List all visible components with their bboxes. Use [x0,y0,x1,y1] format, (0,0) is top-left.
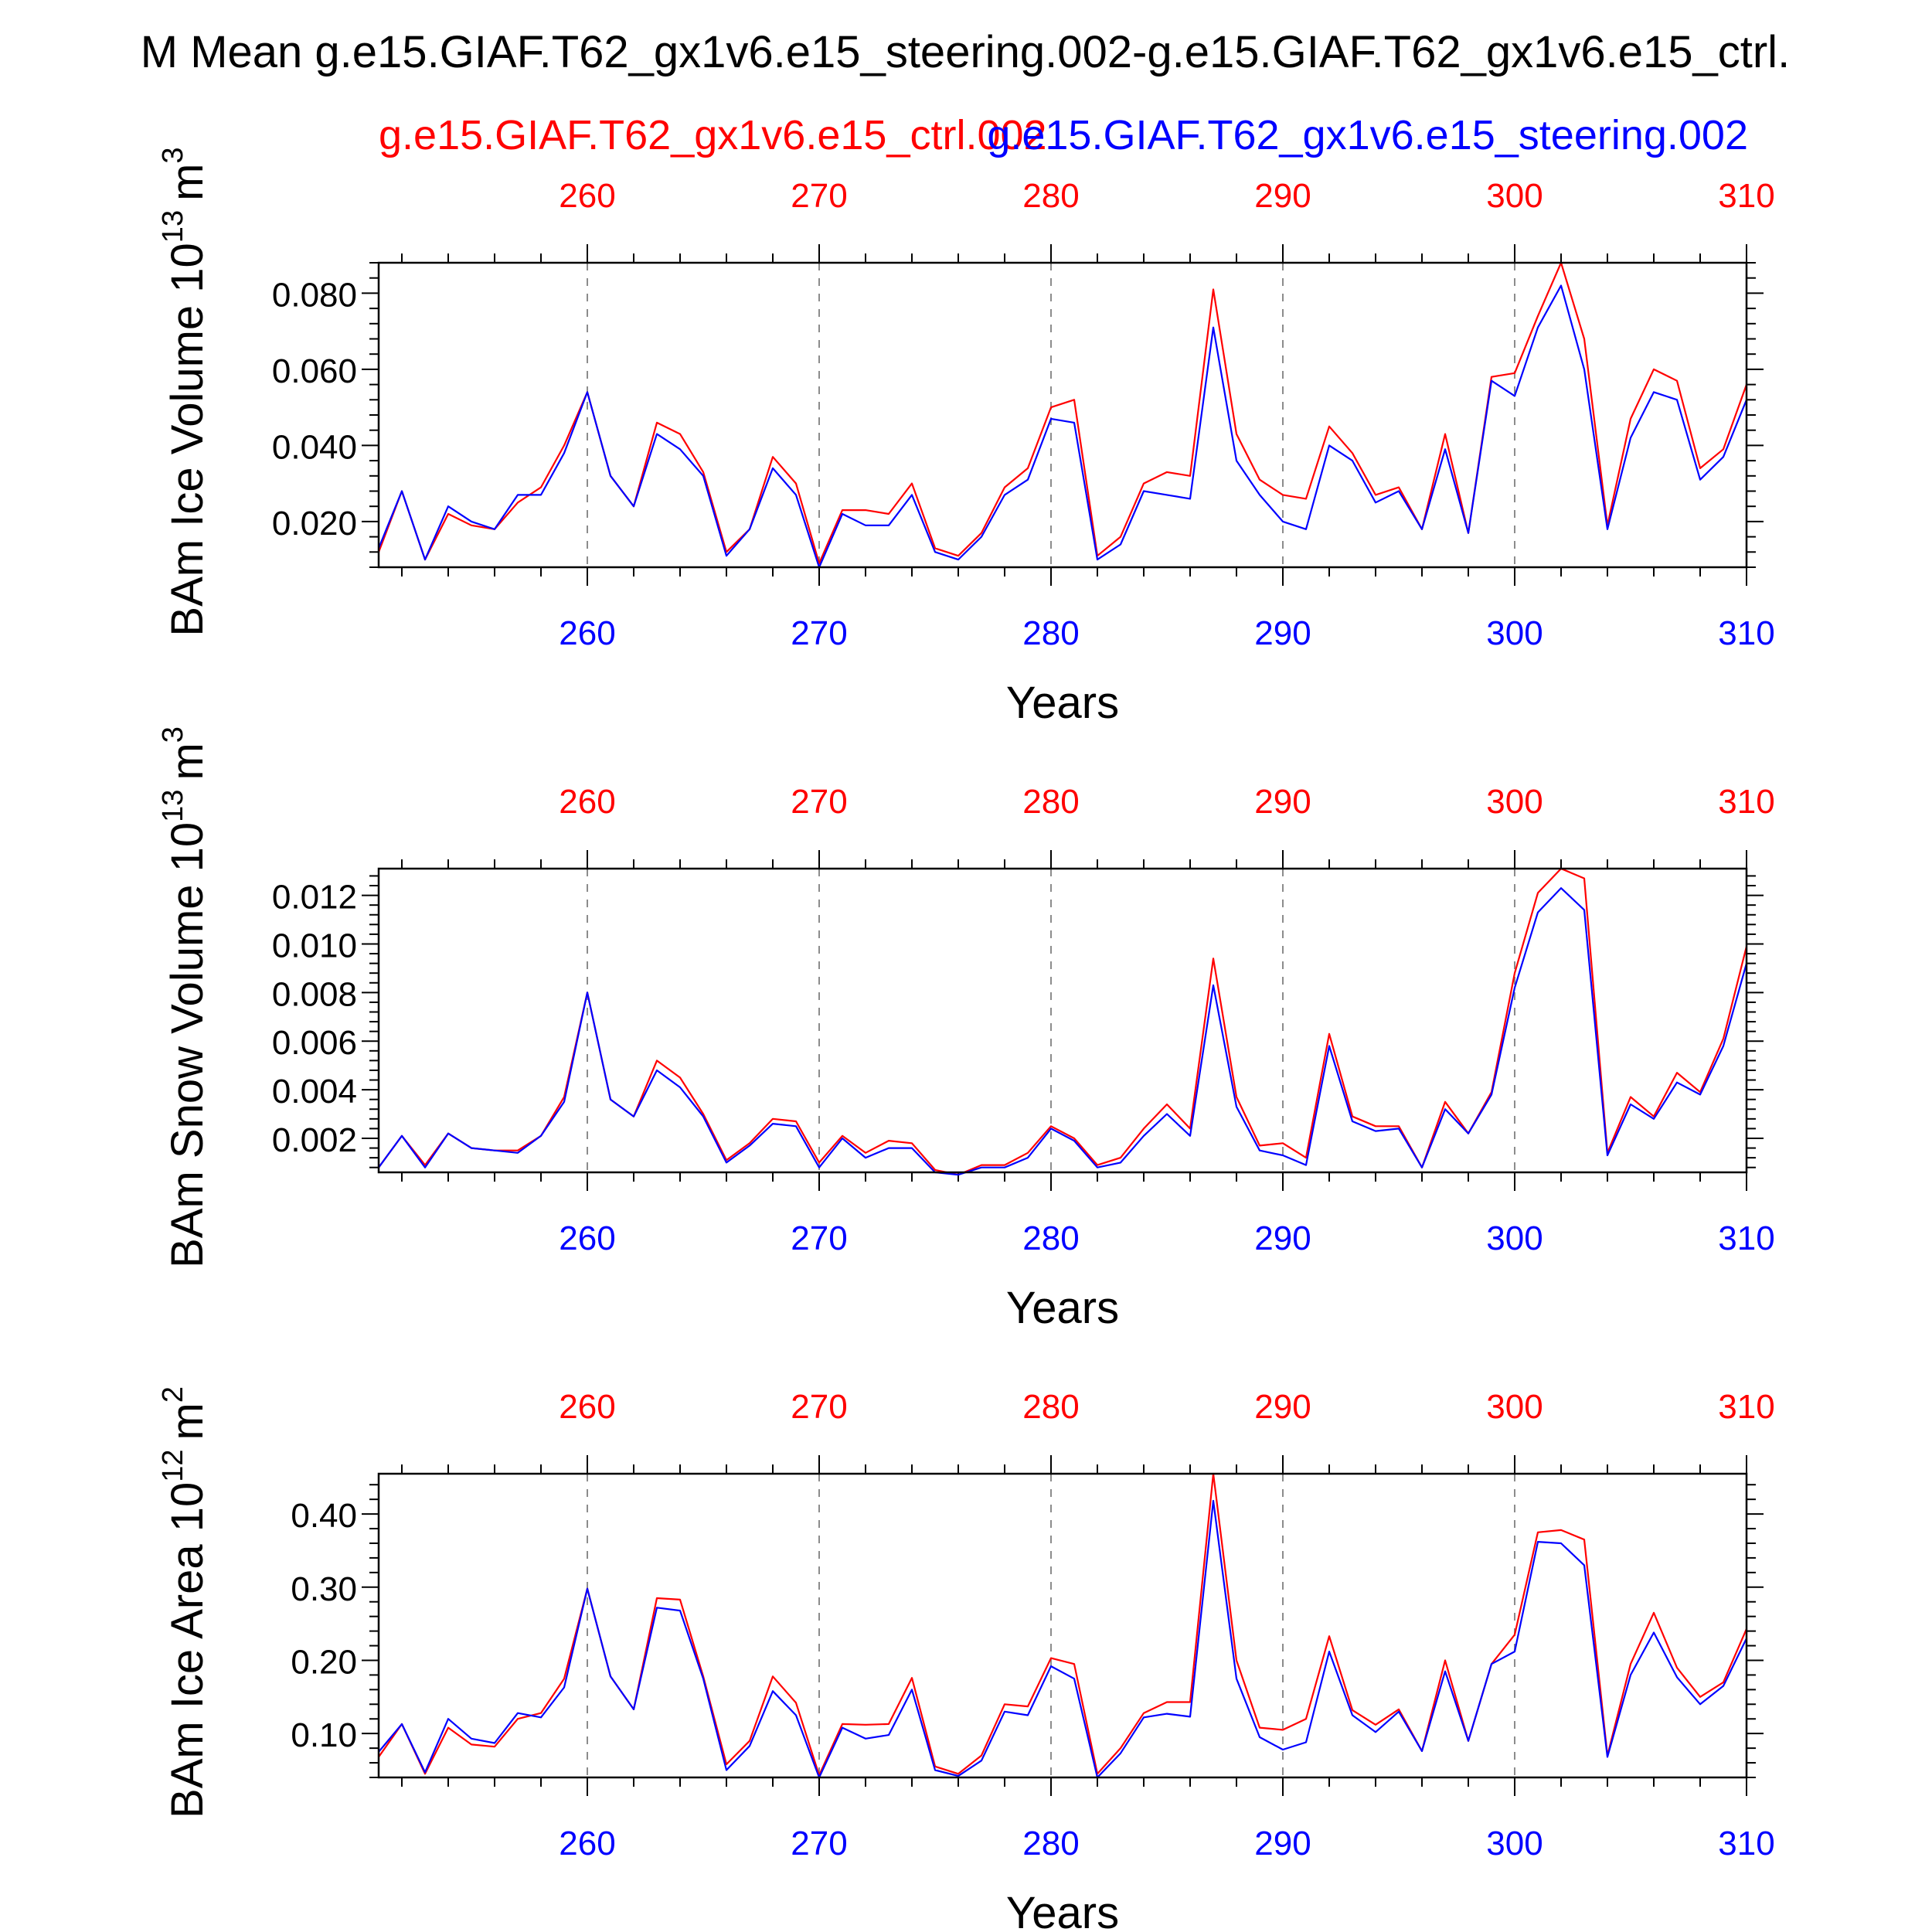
x-tick-label-bottom: 260 [559,1825,615,1862]
y-axis-label-unit-exponent: 3 [157,726,189,743]
y-tick-label: 0.080 [272,276,357,314]
x-tick-label-top: 300 [1486,783,1543,821]
x-tick-label-bottom: 290 [1254,1219,1311,1257]
legend-ctrl-label: g.e15.GIAF.T62_gx1v6.e15_ctrl.002 [379,112,1047,158]
x-tick-label-top: 300 [1486,1388,1543,1426]
y-tick-label: 0.004 [272,1073,357,1111]
y-tick-label: 0.012 [272,879,357,917]
y-axis-label-unit: m [162,164,213,201]
y-axis-label-unit: m [162,1403,213,1440]
x-tick-label-bottom: 310 [1718,1219,1774,1257]
x-tick-label-bottom: 300 [1486,614,1543,652]
x-tick-label-bottom: 280 [1022,1219,1079,1257]
y-axis-label-unit: m [162,743,213,780]
series-line-steering [378,1499,1747,1779]
y-axis-label-exponent: 13 [157,210,189,243]
series-line-ctrl [378,867,1748,1176]
y-axis-label-unit-exponent: 3 [157,147,189,163]
plot-frame [377,261,1748,569]
x-tick-label-bottom: 270 [791,1219,847,1257]
x-tick-label-top: 290 [1254,1388,1311,1426]
y-axis-label-exponent: 12 [157,1449,189,1481]
x-tick-label-bottom: 290 [1254,1825,1311,1862]
x-tick-label-top: 280 [1022,783,1079,821]
y-tick-label: 0.008 [272,975,357,1013]
plot-frame [377,867,1748,1174]
x-tick-label-bottom: 280 [1022,1825,1079,1862]
chart-panel-2: 0.002 0.004 0.006 0.008 0.010 0.012 260 260 270 2… [157,726,1775,1333]
plot-frame [377,1472,1748,1779]
y-axis-label-text: BAm Ice Volume 10 [162,243,213,636]
y-tick-label: 0.40 [291,1497,357,1535]
x-tick-label-bottom: 270 [791,1825,847,1862]
x-tick-label-bottom: 310 [1718,1825,1774,1862]
x-tick-label-top: 310 [1718,177,1774,215]
x-tick-label-top: 270 [791,783,847,821]
y-axis-label-text: BAm Snow Volume 10 [162,822,213,1268]
x-axis-label: Years [1006,1888,1119,1932]
series-line-steering [378,887,1748,1176]
y-tick-label: 0.30 [291,1570,357,1608]
y-axis-label-unit-exponent: 2 [157,1386,189,1403]
y-axis-label-text: BAm Ice Area 10 [162,1482,213,1818]
x-tick-label-bottom: 300 [1486,1219,1543,1257]
x-tick-label-top: 260 [559,783,615,821]
x-tick-label-bottom: 290 [1254,614,1311,652]
x-tick-label-top: 280 [1022,177,1079,215]
y-tick-label: 0.060 [272,352,357,390]
y-axis-label: BAm Snow Volume 1013 m3 [157,726,213,1268]
y-tick-label: 0.010 [272,927,357,964]
x-tick-label-bottom: 260 [559,1219,615,1257]
y-axis-label: BAm Ice Volume 1013 m3 [157,147,213,636]
x-tick-label-top: 280 [1022,1388,1079,1426]
x-tick-label-top: 260 [559,177,615,215]
x-tick-label-top: 300 [1486,177,1543,215]
y-tick-label: 0.10 [291,1716,357,1754]
y-axis-label: BAm Ice Area 1012 m2 [157,1386,213,1818]
x-tick-label-bottom: 310 [1718,614,1774,652]
x-tick-label-top: 270 [791,1388,847,1426]
x-tick-label-top: 290 [1254,177,1311,215]
x-tick-label-bottom: 270 [791,614,847,652]
x-tick-label-top: 270 [791,177,847,215]
y-tick-label: 0.006 [272,1024,357,1062]
chart-panel-1: 0.020 0.040 0.060 0.080 260 260 270 270 280 280 29… [157,147,1775,728]
x-tick-label-bottom: 300 [1486,1825,1543,1862]
x-tick-label-top: 310 [1718,783,1774,821]
x-tick-label-top: 260 [559,1388,615,1426]
series-line-steering [377,284,1748,569]
x-tick-label-top: 290 [1254,783,1311,821]
x-tick-label-top: 310 [1718,1388,1774,1426]
chart-title: M Mean g.e15.GIAF.T62_gx1v6.e15_steering… [141,27,1790,77]
series-line-ctrl [377,261,1748,565]
y-tick-label: 0.002 [272,1121,357,1159]
x-axis-label: Years [1006,1283,1119,1333]
y-tick-label: 0.020 [272,505,357,543]
y-tick-label: 0.20 [291,1643,357,1681]
y-axis-label-exponent: 13 [157,790,189,822]
x-tick-label-bottom: 260 [559,614,615,652]
chart-panel-3: 0.10 0.20 0.30 0.40 260 260 270 270 280 280 290 290… [157,1386,1775,1932]
legend-steering-label: g.e15.GIAF.T62_gx1v6.e15_steering.002 [987,112,1748,158]
x-axis-label: Years [1006,678,1119,728]
x-tick-label-bottom: 280 [1022,614,1079,652]
series-line-ctrl [378,1472,1748,1777]
y-tick-label: 0.040 [272,428,357,466]
